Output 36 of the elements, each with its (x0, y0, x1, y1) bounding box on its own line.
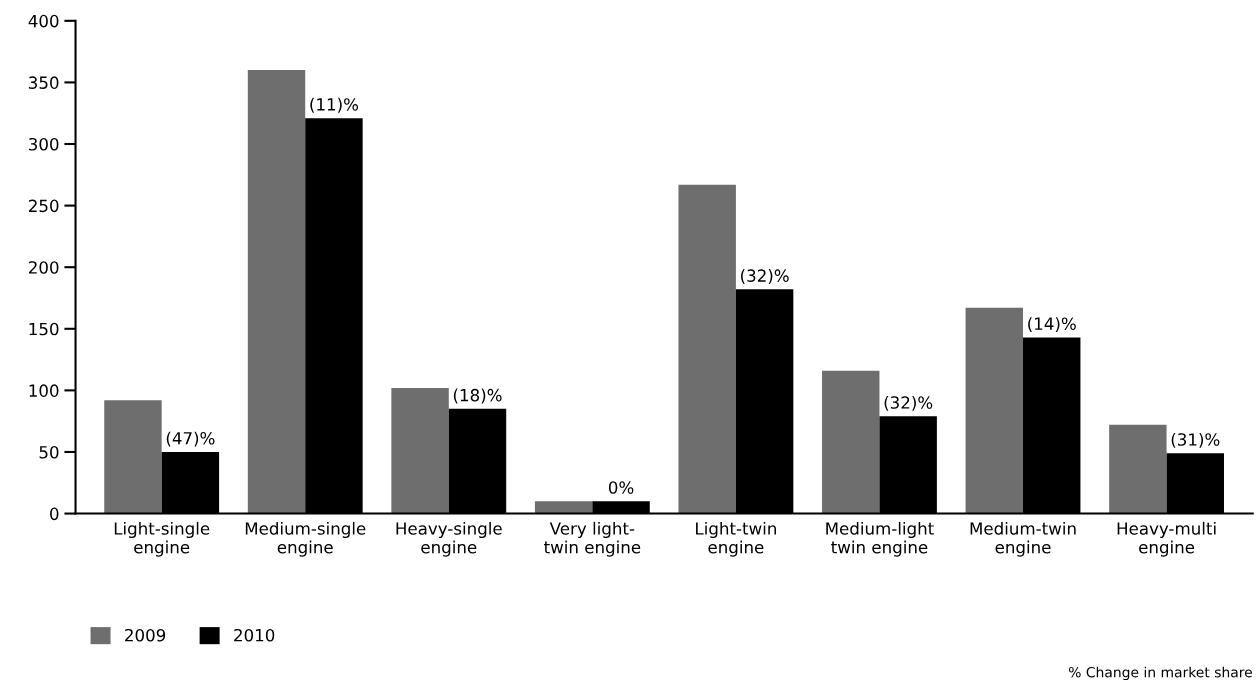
annotation: (11)% (310, 97, 359, 113)
annotation: (47)% (166, 431, 215, 447)
y-tick-label: 0 (50, 507, 59, 521)
y-tick-label: 200 (28, 261, 59, 274)
bar (965, 307, 1024, 514)
annotation: 0% (608, 481, 634, 494)
bar (104, 400, 162, 514)
legend-label: 2010 (234, 628, 275, 642)
y-tick-label: 300 (29, 137, 59, 151)
y-tick-label: 400 (28, 14, 59, 28)
legend-label: 2009 (125, 628, 166, 642)
bar (391, 387, 449, 514)
bar (678, 184, 736, 514)
x-tick-label: Medium-light twin engine (826, 521, 934, 557)
y-tick-label: 350 (29, 76, 59, 89)
bar (822, 370, 880, 514)
y-tick-label: 100 (29, 384, 59, 397)
x-tick-label: Medium-single engine (245, 521, 366, 557)
x-tick-label: Medium-twin engine (970, 521, 1076, 557)
annotation: (14)% (1028, 317, 1076, 332)
bar (1109, 424, 1167, 514)
bar (534, 501, 593, 514)
text: % Change in market share (1069, 666, 1252, 681)
x-tick-label: Heavy-multi engine (1117, 521, 1216, 557)
x-tick-label: Light-twin engine (696, 521, 776, 557)
annotation: (31)% (1171, 432, 1220, 448)
annotation: (32)% (741, 269, 789, 284)
x-tick-label: Light-single engine (114, 521, 210, 557)
annotation: (18)% (453, 388, 502, 404)
y-tick-label: 150 (29, 322, 59, 336)
y-tick-label: 250 (28, 199, 59, 213)
bar (247, 70, 306, 514)
y-tick-label: 50 (39, 445, 59, 459)
x-tick-label: Very light- twin engine (544, 521, 641, 557)
annotation: (32)% (884, 395, 933, 411)
x-tick-label: Heavy-single engine (396, 521, 502, 557)
